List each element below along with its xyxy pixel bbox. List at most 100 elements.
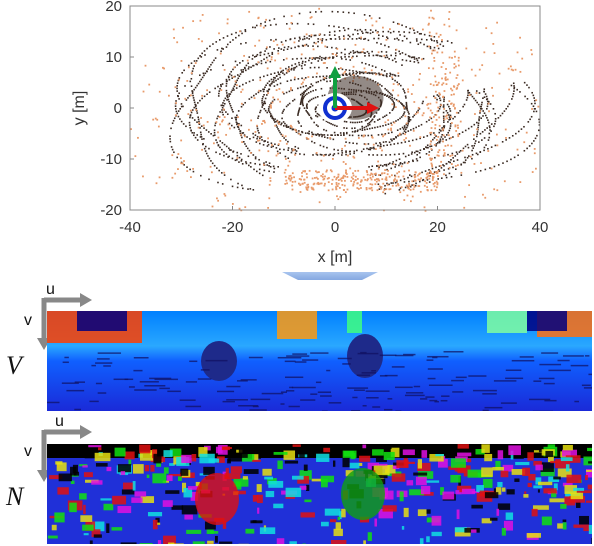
cloud-point xyxy=(429,133,432,136)
range-scanline xyxy=(286,390,295,392)
cloud-point xyxy=(376,54,379,57)
normal-patch xyxy=(120,542,137,544)
cloud-point xyxy=(353,150,356,153)
cloud-point xyxy=(405,97,407,99)
range-region xyxy=(277,311,317,339)
cloud-point xyxy=(390,167,393,170)
cloud-point xyxy=(402,88,405,90)
normal-patch xyxy=(47,535,58,539)
cloud-point xyxy=(315,81,318,84)
cloud-point xyxy=(315,134,318,136)
cloud-point xyxy=(400,102,402,104)
cloud-point xyxy=(439,99,442,102)
cloud-point xyxy=(348,73,351,76)
cloud-point xyxy=(476,133,478,135)
cloud-point xyxy=(172,119,175,122)
cloud-point xyxy=(372,79,374,82)
normal-patch xyxy=(277,460,283,470)
cloud-point xyxy=(418,78,421,81)
normal-patch xyxy=(367,532,372,542)
range-scanline xyxy=(395,410,402,411)
cloud-point xyxy=(350,176,353,179)
cloud-point xyxy=(286,48,289,50)
cloud-point xyxy=(488,125,491,127)
cloud-point xyxy=(192,97,195,99)
cloud-point xyxy=(490,146,493,148)
cloud-point xyxy=(389,28,391,31)
cloud-point xyxy=(489,129,491,131)
cloud-point xyxy=(374,126,376,129)
cloud-point xyxy=(361,61,363,64)
cloud-point xyxy=(385,38,388,41)
cloud-point xyxy=(431,121,434,123)
cloud-point xyxy=(380,55,383,58)
cloud-point xyxy=(196,112,199,114)
cloud-point xyxy=(337,182,340,185)
cloud-point xyxy=(231,157,234,160)
normal-patch xyxy=(111,527,123,531)
cloud-point xyxy=(203,50,206,52)
cloud-point xyxy=(356,130,359,133)
normal-patch xyxy=(585,469,592,478)
cloud-point xyxy=(287,68,290,71)
cloud-point xyxy=(434,80,437,83)
cloud-point xyxy=(271,144,273,146)
cloud-point xyxy=(401,64,403,66)
cloud-point xyxy=(224,194,227,197)
cloud-point xyxy=(366,171,369,174)
cloud-point xyxy=(388,141,391,144)
cloud-point xyxy=(194,62,197,64)
cloud-point xyxy=(461,149,464,152)
cloud-point xyxy=(354,127,356,129)
cloud-point xyxy=(397,183,399,185)
cloud-point xyxy=(371,72,374,75)
cloud-point xyxy=(412,188,415,191)
cloud-point xyxy=(436,98,438,101)
cloud-point xyxy=(339,67,342,69)
cloud-point xyxy=(157,125,160,128)
cloud-point xyxy=(265,61,267,64)
cloud-point xyxy=(419,41,422,44)
cloud-point xyxy=(279,148,281,151)
cloud-point xyxy=(331,158,334,160)
cloud-point xyxy=(180,157,182,160)
cloud-point xyxy=(285,67,287,70)
cloud-point xyxy=(190,176,192,179)
cloud-point xyxy=(342,132,345,134)
cloud-point xyxy=(425,96,428,99)
cloud-point xyxy=(352,155,355,158)
cloud-point xyxy=(316,115,319,118)
cloud-point xyxy=(266,67,269,70)
cloud-point xyxy=(536,134,538,137)
cloud-point xyxy=(307,138,310,140)
normal-patch xyxy=(335,522,341,530)
cloud-point xyxy=(385,89,388,91)
cloud-point xyxy=(193,101,196,104)
normal-patch xyxy=(153,453,162,464)
cloud-point xyxy=(199,74,201,77)
cloud-point xyxy=(264,86,266,89)
cloud-point xyxy=(232,68,234,71)
cloud-point xyxy=(403,35,406,38)
cloud-point xyxy=(294,128,296,131)
cloud-point xyxy=(305,173,308,175)
cloud-point xyxy=(416,40,418,42)
normal-patch xyxy=(51,524,57,531)
cloud-point xyxy=(282,59,285,61)
normal-patch xyxy=(496,508,500,516)
cloud-point xyxy=(289,179,292,182)
cloud-point xyxy=(433,46,436,49)
cloud-point xyxy=(201,14,204,16)
cloud-point xyxy=(206,93,208,96)
range-region xyxy=(487,311,527,333)
cloud-point xyxy=(338,38,341,40)
cloud-point xyxy=(399,117,401,120)
cloud-point xyxy=(232,151,234,153)
cloud-point xyxy=(391,59,394,62)
cloud-point xyxy=(254,131,257,133)
cloud-point xyxy=(429,109,432,112)
cloud-point xyxy=(239,73,242,75)
cloud-point xyxy=(201,94,204,97)
cloud-point xyxy=(367,143,370,145)
